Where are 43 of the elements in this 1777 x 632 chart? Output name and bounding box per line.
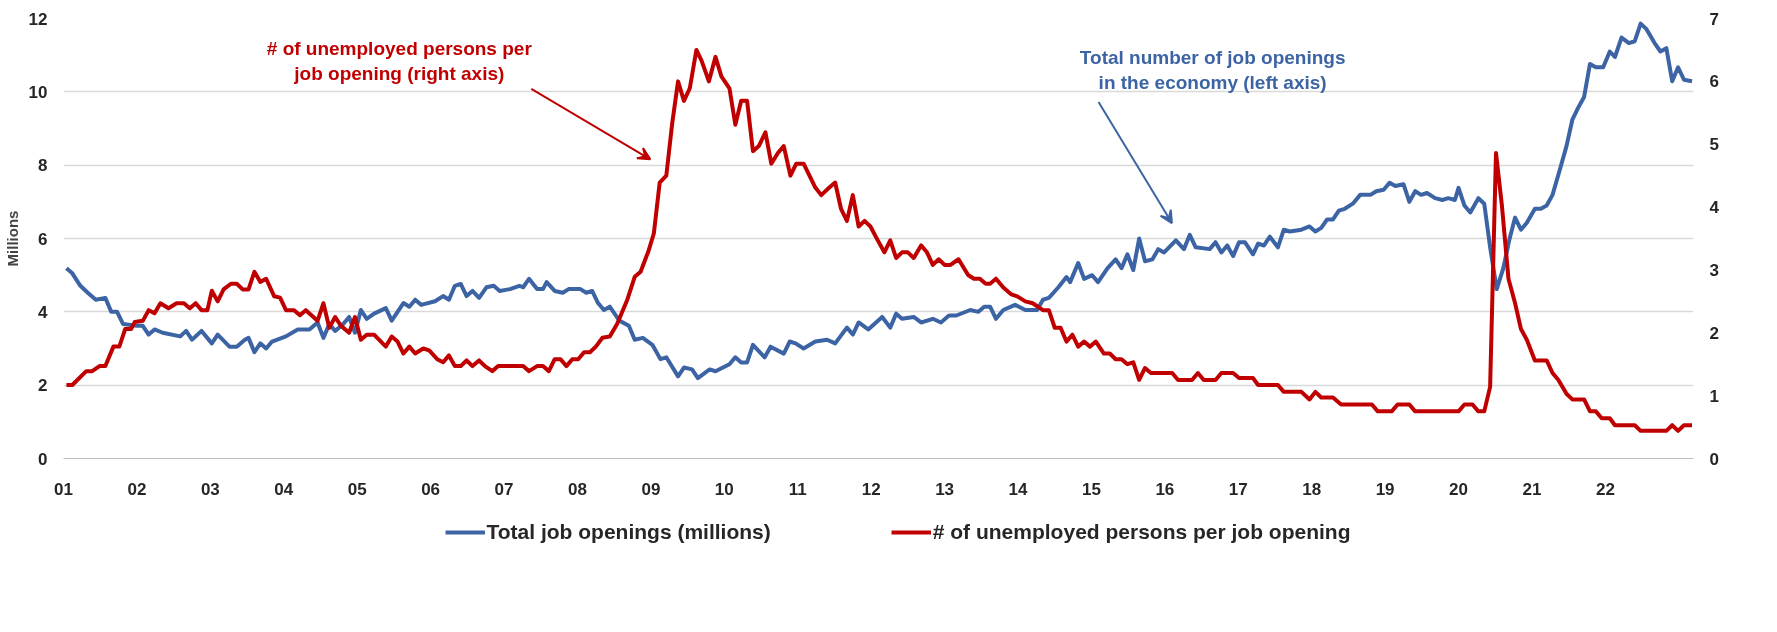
y-tick-label: 10 xyxy=(28,82,48,102)
y2-tick-label: 6 xyxy=(1709,72,1719,92)
x-tick-label: 08 xyxy=(568,479,587,499)
x-tick-label: 15 xyxy=(1081,479,1101,499)
annotation: Total number of job openings in the economy (left axis) xyxy=(1079,47,1346,94)
x-tick-label: 18 xyxy=(1302,479,1322,499)
y2-tick-label: 7 xyxy=(1709,9,1719,29)
y2-tick-label: 3 xyxy=(1709,260,1719,280)
x-tick-label: 11 xyxy=(788,479,807,499)
y-tick-label: 4 xyxy=(38,302,49,322)
x-tick-label: 17 xyxy=(1228,479,1248,499)
y2-tick-label: 2 xyxy=(1709,323,1719,343)
y-tick-label: 6 xyxy=(38,229,48,249)
x-tick-label: 04 xyxy=(274,479,294,499)
x-tick-label: 20 xyxy=(1449,479,1469,499)
x-tick-label: 06 xyxy=(421,479,441,499)
x-tick-label: 01 xyxy=(54,479,73,499)
y2-tick-label: 0 xyxy=(1709,449,1719,469)
x-tick-label: 13 xyxy=(935,479,955,499)
x-tick-label: 03 xyxy=(200,479,220,499)
y-axis-title: Millions xyxy=(3,210,21,267)
line-series xyxy=(64,21,1694,381)
y2-tick-label: 5 xyxy=(1709,135,1719,155)
legend-label: # of unemployed persons per job opening xyxy=(932,520,1351,544)
y-tick-label: 8 xyxy=(38,156,48,176)
y-tick-label: 2 xyxy=(38,376,48,396)
x-tick-label: 07 xyxy=(494,479,514,499)
x-tick-label: 22 xyxy=(1595,479,1615,499)
y-tick-label: 12 xyxy=(28,9,48,29)
y-tick-label: 0 xyxy=(38,449,48,469)
x-tick-label: 21 xyxy=(1522,479,1542,499)
x-tick-label: 10 xyxy=(714,479,734,499)
x-tick-label: 05 xyxy=(347,479,367,499)
x-tick-label: 12 xyxy=(861,479,881,499)
y2-tick-label: 1 xyxy=(1709,386,1719,406)
annotation: # of unemployed persons per job opening (right axis) xyxy=(266,38,533,85)
x-tick-label: 09 xyxy=(641,479,661,499)
x-tick-label: 14 xyxy=(1008,479,1028,499)
x-tick-label: 02 xyxy=(127,479,147,499)
legend-label: Total job openings (millions) xyxy=(486,520,771,544)
x-tick-label: 16 xyxy=(1155,479,1175,499)
y2-tick-label: 4 xyxy=(1709,198,1720,218)
x-tick-label: 19 xyxy=(1375,479,1395,499)
